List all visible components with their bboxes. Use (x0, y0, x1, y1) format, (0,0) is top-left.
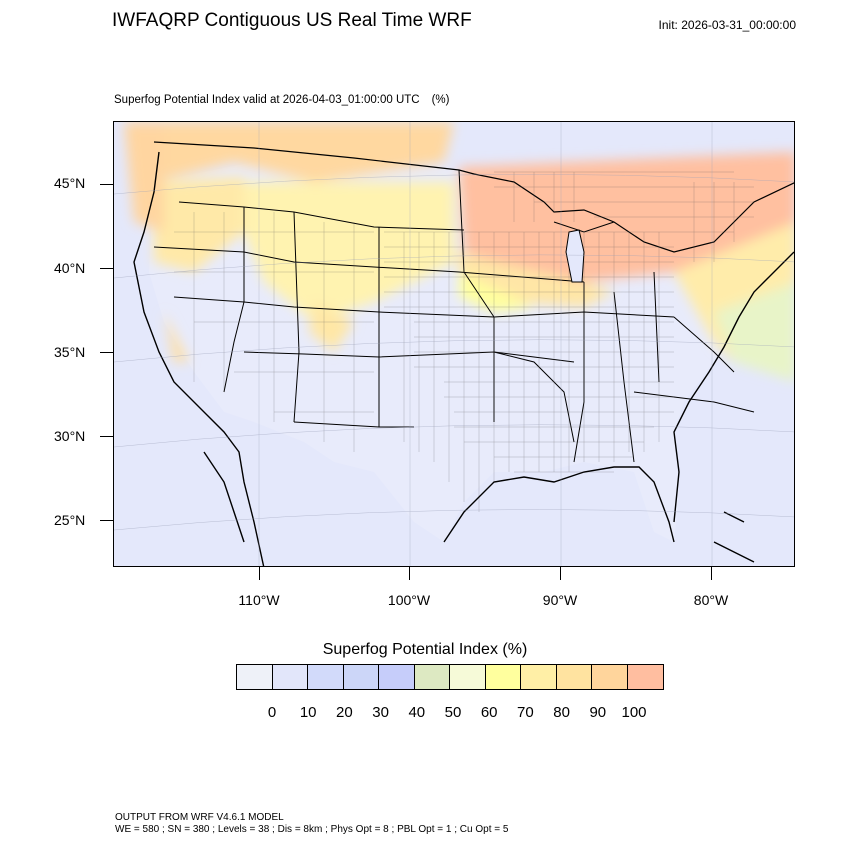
lat-tick (100, 184, 113, 185)
lat-tick (100, 268, 113, 269)
lon-tick (259, 567, 260, 580)
lat-tick (100, 436, 113, 437)
lat-label-35: 35°N (54, 344, 86, 360)
lon-label-90: 90°W (542, 592, 578, 608)
legend-swatch (414, 665, 450, 689)
legend-swatch (272, 665, 308, 689)
legend-swatch (237, 665, 273, 689)
legend-tick-label: 60 (480, 704, 498, 721)
subtitle-unit: (%) (431, 94, 450, 106)
legend-swatch (592, 665, 628, 689)
legend-swatch (627, 665, 663, 689)
legend-tick-label: 90 (589, 704, 607, 721)
lake-michigan (565, 229, 585, 283)
legend-title: Superfog Potential Index (%) (322, 641, 528, 658)
subtitle-text: Superfog Potential Index valid at 2026-0… (114, 94, 420, 106)
lat-label-30: 30°N (54, 428, 86, 444)
lon-label-80: 80°W (693, 592, 729, 608)
legend-tick-label: 20 (336, 704, 353, 721)
legend-tick-label: 80 (553, 704, 570, 721)
legend-swatch (379, 665, 415, 689)
lat-label-40: 40°N (54, 260, 86, 276)
init-time: Init: 2026-03-31_00:00:00 (658, 18, 796, 32)
model-version: OUTPUT FROM WRF V4.6.1 MODEL (115, 812, 284, 823)
lon-tick (560, 567, 561, 580)
legend-swatch (521, 665, 557, 689)
legend-tick-label: 0 (267, 704, 277, 721)
county-borders (174, 171, 754, 512)
legend-tick-label: 50 (444, 704, 462, 721)
legend-tick-label: 70 (517, 704, 534, 721)
legend-swatch (556, 665, 592, 689)
legend-swatch (308, 665, 344, 689)
plot-subtitle: Superfog Potential Index valid at 2026-0… (114, 94, 449, 106)
model-info: OUTPUT FROM WRF V4.6.1 MODEL WE = 580 ; … (115, 812, 508, 836)
legend-tick-label: 30 (372, 704, 389, 721)
main-title: IWFAQRP Contiguous US Real Time WRF (112, 10, 472, 31)
map-canvas (114, 122, 794, 566)
model-config: WE = 580 ; SN = 380 ; Levels = 38 ; Dis … (115, 824, 509, 835)
graticule (114, 122, 794, 566)
legend-colorbar (236, 664, 664, 690)
lon-tick (711, 567, 712, 580)
legend-tick-label: 100 (621, 704, 647, 721)
lat-tick (100, 520, 113, 521)
map-panel (113, 121, 795, 567)
legend-swatch (343, 665, 379, 689)
lon-label-110: 110°W (238, 592, 280, 608)
country-border-canada (153, 141, 475, 175)
legend-swatch (450, 665, 486, 689)
legend-tick-label: 40 (408, 704, 426, 721)
lon-label-100: 100°W (387, 592, 431, 608)
legend-swatch (485, 665, 521, 689)
coastlines (133, 151, 794, 566)
lat-tick (100, 352, 113, 353)
lon-tick (409, 567, 410, 580)
lat-label-45: 45°N (54, 175, 86, 191)
lat-label-25: 25°N (54, 512, 86, 528)
legend-tick-label: 10 (299, 704, 317, 721)
